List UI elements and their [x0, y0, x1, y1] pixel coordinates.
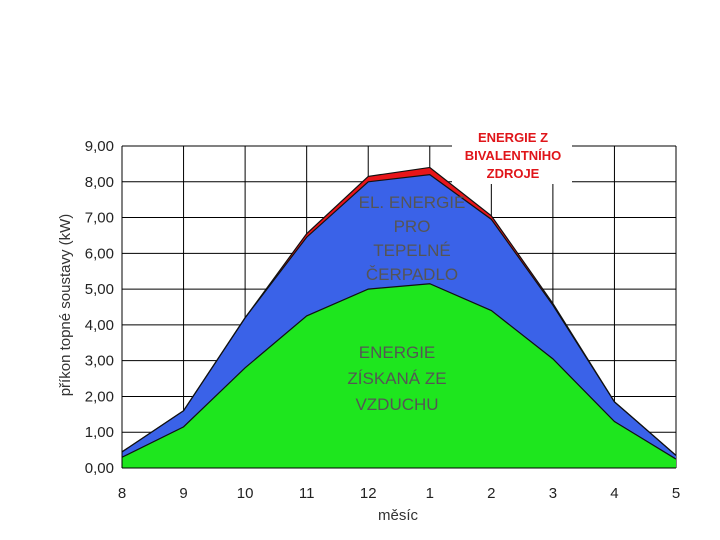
x-tick-label: 11: [299, 485, 315, 502]
x-tick-label: 12: [360, 485, 377, 502]
bivalent-label-background: [452, 126, 572, 184]
bivalent-energy-line: [121, 166, 677, 456]
y-tick-label: 8,00: [85, 174, 114, 191]
x-tick-label: 4: [610, 485, 618, 502]
y-tick-label: 6,00: [85, 245, 114, 262]
stacked-areas: [121, 166, 677, 468]
y-tick-label: 7,00: [85, 210, 114, 227]
electric-energy-annotation: EL. ENERGIE PRO TEPELNÉ ČERPADLO: [359, 193, 466, 284]
electric-label-line-1: EL. ENERGIE: [359, 193, 466, 212]
air-energy-line: [121, 283, 677, 460]
x-tick-label: 10: [237, 485, 254, 502]
air-label-line-1: ENERGIE: [359, 343, 436, 362]
x-tick-label: 9: [179, 485, 187, 502]
y-tick-label: 5,00: [85, 281, 114, 298]
y-tick-label: 4,00: [85, 317, 114, 334]
y-tick-label: 2,00: [85, 388, 114, 405]
x-tick-label: 8: [118, 485, 126, 502]
x-tick-label: 3: [549, 485, 557, 502]
x-axis-label: měsíc: [378, 507, 419, 524]
x-tick-label: 2: [487, 485, 495, 502]
electric-label-line-3: TEPELNÉ: [373, 241, 450, 260]
electric-label-line-2: PRO: [394, 217, 431, 236]
electric-label-line-4: ČERPADLO: [366, 265, 458, 284]
bivalent-label-line-2: BIVALENTNÍHO: [465, 148, 562, 163]
y-tick-label: 1,00: [85, 424, 114, 441]
x-tick-label: 5: [672, 485, 680, 502]
x-tick-labels: 8 9 10 11 12 1 2 3 4 5: [118, 485, 680, 502]
x-tick-label: 1: [426, 485, 434, 502]
y-tick-label: 3,00: [85, 353, 114, 370]
bivalent-label-line-3: ZDROJE: [487, 166, 540, 181]
bivalent-energy-annotation: ENERGIE Z BIVALENTNÍHO ZDROJE: [452, 126, 572, 184]
air-label-line-3: VZDUCHU: [355, 395, 438, 414]
y-tick-label: 0,00: [85, 460, 114, 477]
air-energy-annotation: ENERGIE ZÍSKANÁ ZE VZDUCHU: [347, 343, 446, 414]
air-label-line-2: ZÍSKANÁ ZE: [347, 369, 446, 388]
y-tick-labels: 0,00 1,00 2,00 3,00 4,00 5,00 6,00 7,00 8,00 9,00: [85, 138, 114, 477]
y-tick-label: 9,00: [85, 138, 114, 155]
bivalent-label-line-1: ENERGIE Z: [478, 130, 548, 145]
air-energy-area: [122, 283, 676, 468]
axes: [121, 146, 676, 469]
y-axis-label: příkon topné soustavy (kW): [57, 214, 74, 397]
